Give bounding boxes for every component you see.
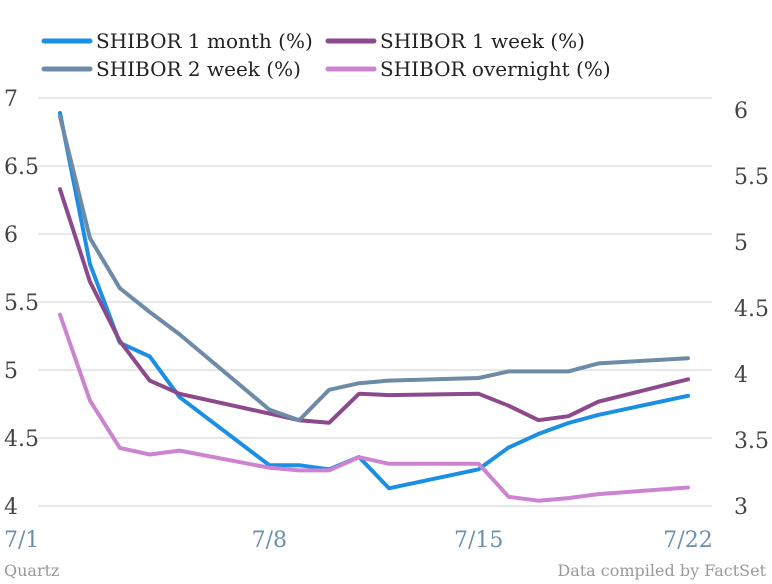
- legend-label: SHIBOR 1 week (%): [380, 29, 585, 53]
- right-tick-label: 6: [734, 99, 748, 124]
- x-tick-label: 7/8: [252, 528, 287, 553]
- source-credit-right: Data compiled by FactSet: [557, 561, 766, 580]
- series-lines: [58, 111, 690, 503]
- series-line: [58, 111, 690, 491]
- x-tick-label: 7/1: [4, 528, 39, 553]
- series-line: [58, 187, 690, 425]
- legend: SHIBOR 1 month (%) SHIBOR 1 week (%) SHIBO…: [41, 29, 611, 81]
- left-tick-label: 5: [4, 359, 18, 384]
- left-tick-label: 7: [4, 87, 18, 112]
- legend-label: SHIBOR 1 month (%): [96, 29, 313, 53]
- series-line: [58, 312, 690, 503]
- x-tick-label: 7/22: [663, 528, 712, 553]
- right-tick-label: 5.5: [734, 165, 769, 190]
- series-line: [58, 114, 690, 423]
- right-tick-label: 3.5: [734, 429, 769, 454]
- right-tick-label: 3: [734, 495, 748, 520]
- source-credit-left: Quartz: [4, 561, 59, 580]
- left-axis: 4 4.5 5 5.5 6 6.5 7: [4, 87, 39, 520]
- right-axis: 3 3.5 4 4.5 5 5.5 6: [734, 99, 769, 520]
- x-tick-label: 7/15: [454, 528, 503, 553]
- right-tick-label: 4: [734, 363, 748, 388]
- gridlines: [38, 97, 712, 507]
- legend-label: SHIBOR 2 week (%): [96, 57, 301, 81]
- x-axis: 7/1 7/8 7/15 7/22: [4, 528, 713, 553]
- right-tick-label: 4.5: [734, 297, 769, 322]
- right-tick-label: 5: [734, 231, 748, 256]
- left-tick-label: 4: [4, 495, 18, 520]
- left-tick-label: 6: [4, 223, 18, 248]
- left-tick-label: 5.5: [4, 291, 39, 316]
- left-tick-label: 4.5: [4, 427, 39, 452]
- legend-label: SHIBOR overnight (%): [380, 57, 611, 81]
- left-tick-label: 6.5: [4, 155, 39, 180]
